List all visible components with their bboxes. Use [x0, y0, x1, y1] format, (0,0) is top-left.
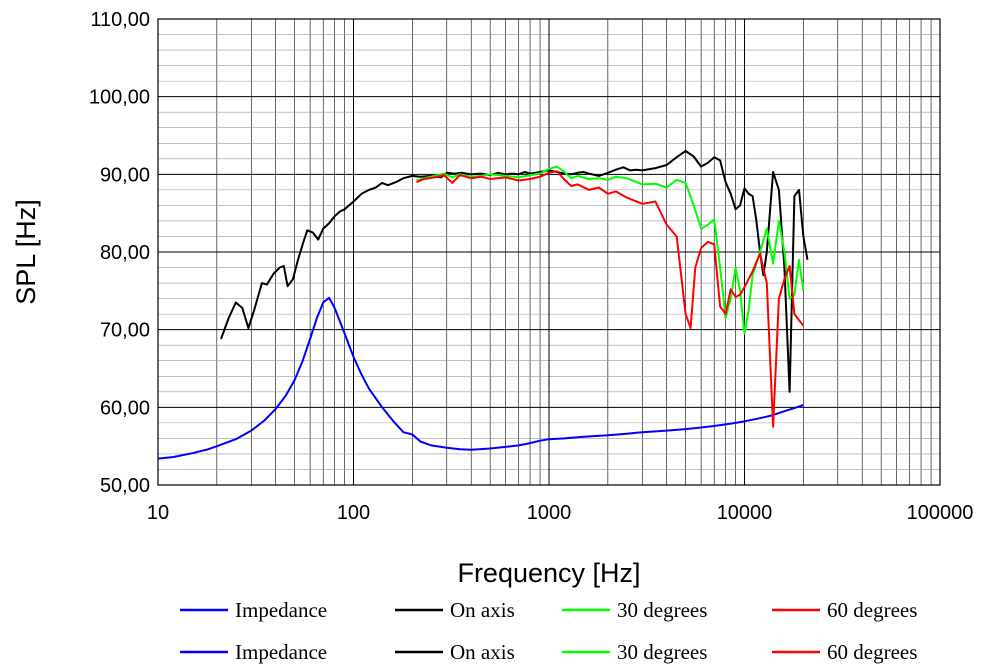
- y-tick-label: 50,00: [100, 475, 150, 497]
- series-line-30-degrees: [416, 165, 805, 335]
- x-axis-title: Frequency [Hz]: [457, 558, 640, 588]
- series-line-on-axis: [220, 150, 809, 393]
- legend-label: On axis: [450, 598, 515, 622]
- y-tick-label: 80,00: [100, 242, 150, 264]
- series-line-60-degrees: [416, 170, 805, 428]
- y-tick-label: 90,00: [100, 164, 150, 186]
- legend-label: 30 degrees: [617, 598, 707, 622]
- legend-label: 60 degrees: [827, 640, 917, 664]
- y-tick-label: 100,00: [89, 87, 150, 109]
- legend-label: On axis: [450, 640, 515, 664]
- legend: Impedance On axis 30 degrees 60 degrees Impe…: [180, 598, 917, 664]
- y-tick-label: 70,00: [100, 320, 150, 342]
- series-line-impedance: [157, 296, 804, 460]
- legend-label: 30 degrees: [617, 640, 707, 664]
- plot-frame: [157, 18, 941, 486]
- legend-label: 60 degrees: [827, 598, 917, 622]
- x-tick-label: 100: [337, 502, 370, 524]
- x-tick-labels: 10 100 1000 10000 100000: [147, 502, 974, 524]
- y-tick-label: 60,00: [100, 397, 150, 419]
- x-tick-label: 100000: [907, 502, 974, 524]
- y-tick-labels: 50,00 60,00 70,00 80,00 90,00 100,00 110,00: [89, 9, 150, 497]
- y-axis-title: SPL [Hz]: [11, 199, 41, 305]
- major-grid: [157, 18, 941, 486]
- x-tick-label: 1000: [527, 502, 572, 524]
- x-tick-label: 10: [147, 502, 169, 524]
- legend-label: Impedance: [235, 640, 327, 664]
- y-tick-label: 110,00: [90, 9, 150, 31]
- legend-label: Impedance: [235, 598, 327, 622]
- series-lines: [157, 150, 809, 460]
- x-tick-label: 10000: [717, 502, 773, 524]
